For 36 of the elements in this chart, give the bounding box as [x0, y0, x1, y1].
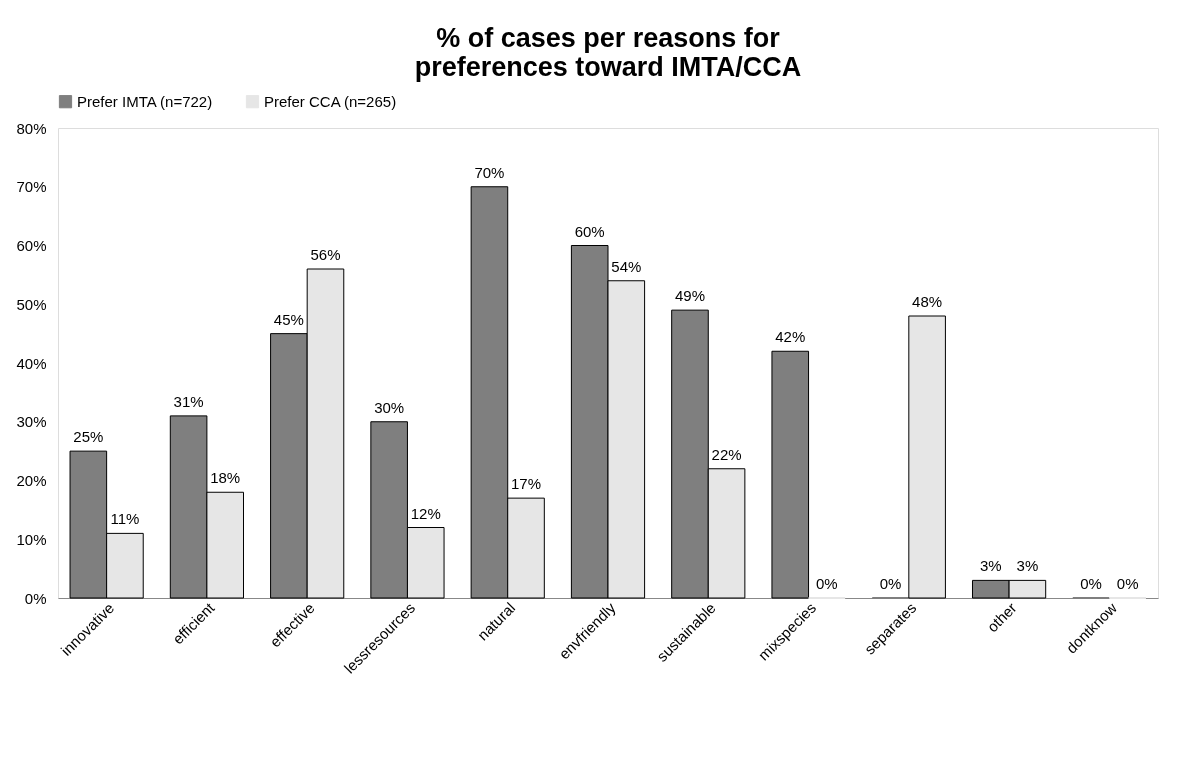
- legend-label: Prefer CCA (n=265): [264, 92, 397, 110]
- data-label: 49%: [674, 287, 705, 305]
- data-label: 22%: [711, 445, 742, 463]
- data-label: 25%: [73, 428, 104, 446]
- y-tick-label: 30%: [16, 413, 47, 431]
- data-label: 0%: [816, 575, 838, 592]
- data-label: 42%: [775, 328, 806, 346]
- data-label: 12%: [410, 504, 441, 522]
- data-label: 17%: [511, 475, 542, 493]
- data-label: 60%: [574, 222, 605, 240]
- y-tick-label: 60%: [16, 237, 47, 254]
- data-label: 56%: [310, 246, 341, 263]
- data-label: 30%: [374, 398, 405, 416]
- data-label: 18%: [210, 469, 241, 487]
- y-tick-label: 40%: [16, 354, 47, 372]
- text: % of cases per reasons for: [436, 23, 780, 53]
- data-label: 3%: [979, 557, 1002, 575]
- data-label: 48%: [912, 293, 943, 310]
- data-label: 54%: [611, 257, 642, 275]
- text: preferences toward IMTA/CCA: [414, 52, 802, 82]
- data-label: 11%: [110, 510, 140, 528]
- y-tick-label: 10%: [16, 530, 47, 548]
- data-label: 3%: [1016, 557, 1039, 575]
- legend-label: Prefer IMTA (n=722): [77, 92, 213, 110]
- data-label: 0%: [1116, 575, 1139, 592]
- bar: [908, 315, 946, 599]
- data-label: 45%: [273, 310, 304, 328]
- y-tick-label: 20%: [16, 472, 47, 489]
- y-tick-label: 80%: [16, 119, 47, 137]
- y-tick-label: 50%: [16, 295, 47, 313]
- y-tick-label: 70%: [16, 178, 47, 196]
- data-label: 31%: [173, 392, 204, 410]
- data-label: 70%: [474, 163, 505, 181]
- data-label: 0%: [1080, 575, 1102, 592]
- data-label: 0%: [879, 575, 902, 592]
- y-tick-label: 0%: [24, 589, 47, 607]
